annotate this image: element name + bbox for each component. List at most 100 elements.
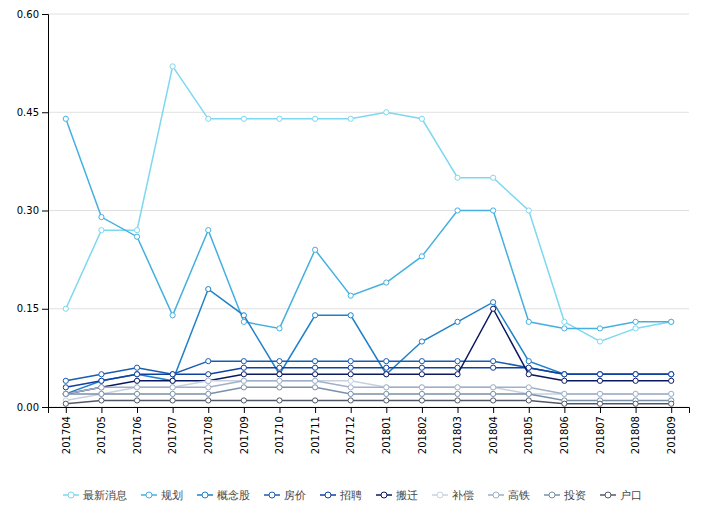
plot-area: 0.000.150.300.450.6020170420170520170620… — [17, 9, 690, 454]
series-point — [312, 313, 317, 318]
legend-item: 最新消息 — [63, 489, 127, 502]
series-point — [134, 398, 139, 403]
series-point — [348, 398, 353, 403]
x-tick-mark — [173, 407, 174, 413]
x-tick-label: 201807 — [595, 416, 606, 454]
series-point — [419, 365, 424, 370]
x-tick-mark — [101, 407, 102, 413]
series-point — [170, 372, 175, 377]
x-tick-label: 201801 — [381, 416, 392, 454]
series-point — [562, 391, 567, 396]
series-point — [384, 110, 389, 115]
x-tick: 201710 — [274, 407, 285, 454]
series-point — [526, 391, 531, 396]
series-point — [63, 391, 68, 396]
x-tick: 201809 — [666, 407, 677, 454]
series-point — [170, 391, 175, 396]
series-point — [562, 401, 567, 406]
series-point — [206, 398, 211, 403]
series-point — [455, 372, 460, 377]
grid — [48, 14, 689, 407]
series-point — [312, 385, 317, 390]
x-tick: 201706 — [132, 407, 143, 454]
series-point — [241, 372, 246, 377]
series-point — [419, 254, 424, 259]
legend-swatch-marker — [325, 492, 331, 498]
legend-item: 房价 — [264, 489, 306, 502]
series-point — [348, 391, 353, 396]
series-point — [597, 391, 602, 396]
legend-swatch-marker — [549, 492, 555, 498]
series-point — [206, 378, 211, 383]
series-point — [633, 401, 638, 406]
series-point — [206, 391, 211, 396]
series-point — [312, 378, 317, 383]
series-point — [134, 385, 139, 390]
series-point — [241, 365, 246, 370]
x-tick-label: 201712 — [345, 416, 356, 454]
grid-line — [48, 210, 689, 211]
series-point — [384, 372, 389, 377]
legend: 最新消息规划概念股房价招聘搬迁补偿高铁投资户口 — [63, 489, 642, 502]
legend-label: 规划 — [161, 489, 183, 502]
series-point — [384, 359, 389, 364]
series-point — [63, 378, 68, 383]
series-point — [491, 365, 496, 370]
y-axis-line — [42, 15, 49, 408]
y-tick-mark — [42, 14, 48, 15]
series-point — [99, 372, 104, 377]
series-point — [134, 234, 139, 239]
series-line — [66, 381, 671, 394]
series-point — [99, 391, 104, 396]
series-point — [63, 391, 68, 396]
series-point — [491, 300, 496, 305]
series-point — [170, 372, 175, 377]
series-point — [134, 378, 139, 383]
series-point — [526, 359, 531, 364]
series — [63, 116, 674, 331]
x-tick-label: 201805 — [523, 416, 534, 454]
series-point — [526, 385, 531, 390]
legend-item: 投资 — [544, 489, 586, 502]
series-point — [277, 359, 282, 364]
legend-item: 搬迁 — [376, 489, 418, 502]
x-tick-mark — [529, 407, 530, 413]
series-point — [348, 385, 353, 390]
series-point — [63, 391, 68, 396]
series — [63, 306, 674, 396]
series-point — [99, 385, 104, 390]
series-point — [597, 339, 602, 344]
series-line — [66, 309, 671, 394]
x-tick-mark — [315, 407, 316, 413]
series-point — [526, 319, 531, 324]
series-point — [491, 175, 496, 180]
series — [63, 64, 674, 344]
series-point — [491, 385, 496, 390]
series-point — [455, 385, 460, 390]
series — [63, 287, 674, 397]
y-tick-label: 0.15 — [17, 303, 39, 314]
series-point — [170, 378, 175, 383]
x-tick-mark — [386, 407, 387, 413]
series-point — [170, 64, 175, 69]
series-point — [419, 359, 424, 364]
series-point — [562, 319, 567, 324]
series-point — [170, 385, 175, 390]
x-tick: 201705 — [96, 407, 107, 454]
y-tick: 0.15 — [17, 303, 48, 314]
series-point — [384, 385, 389, 390]
series-line — [66, 400, 671, 403]
series-point — [99, 378, 104, 383]
series-point — [277, 372, 282, 377]
series-point — [312, 372, 317, 377]
y-tick-mark — [42, 407, 48, 408]
series-point — [277, 378, 282, 383]
y-tick: 0.60 — [17, 9, 48, 20]
x-tick-mark — [244, 407, 245, 413]
x-tick: 201803 — [452, 407, 463, 454]
x-tick-mark — [671, 407, 672, 413]
series-point — [633, 372, 638, 377]
x-tick-mark — [208, 407, 209, 413]
series-point — [669, 372, 674, 377]
series — [63, 365, 674, 390]
